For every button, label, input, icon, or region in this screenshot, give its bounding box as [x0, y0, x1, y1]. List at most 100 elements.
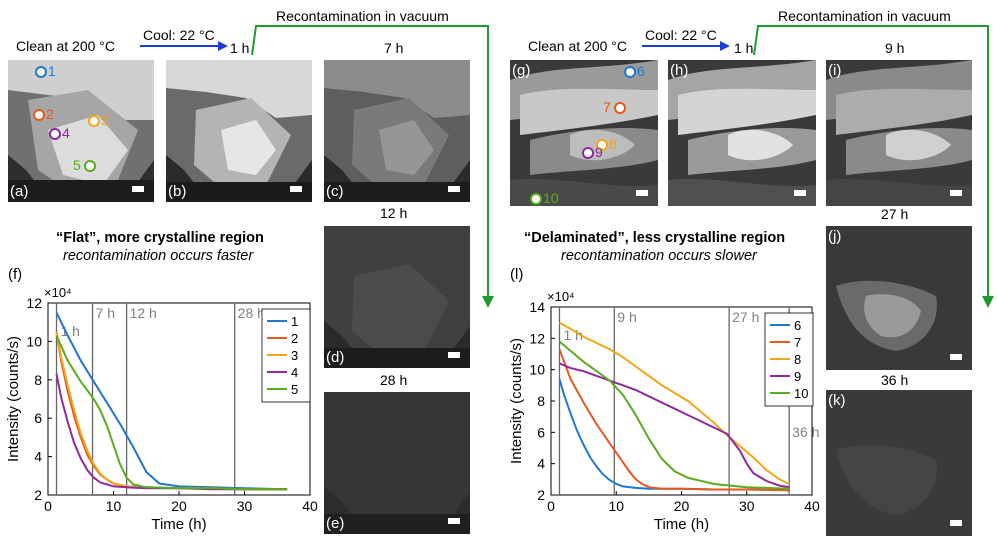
x-tick-label: 10 [106, 498, 122, 514]
scale-bar-j [950, 354, 962, 360]
sample-marker-7 [614, 102, 626, 114]
y-axis-label: Intensity (counts/s) [5, 336, 22, 462]
time-marker-label: 1 h [563, 327, 582, 343]
panel-label-g: (g) [512, 62, 531, 79]
time-label-c: 7 h [384, 40, 404, 56]
y-tick-label: 4 [537, 456, 545, 472]
time-label-k: 36 h [881, 372, 909, 388]
clean-label-left: Clean at 200 °C [16, 38, 115, 54]
y-axis-label: Intensity (counts/s) [508, 338, 525, 464]
panel-label-l: (l) [510, 266, 524, 283]
y-tick-label: 6 [537, 424, 545, 440]
sample-marker-4 [49, 128, 61, 140]
series-line-9 [559, 362, 790, 489]
series-line-5 [55, 335, 288, 491]
y-tick-label: 6 [34, 410, 42, 426]
sample-marker-label-4: 4 [62, 125, 70, 141]
x-tick-label: 20 [674, 498, 690, 514]
time-label-b: 1 h [230, 40, 250, 56]
panel-label-b: (b) [168, 183, 187, 200]
image-panel-b: (b) [166, 60, 312, 202]
sample-marker-label-8: 8 [609, 136, 617, 152]
time-marker-label: 28 h [238, 305, 265, 321]
sample-marker-8 [596, 139, 608, 151]
legend-label-5: 5 [291, 382, 298, 397]
time-label-e: 28 h [380, 372, 408, 388]
legend-label-9: 9 [794, 369, 801, 384]
panel-label-j: (j) [828, 228, 842, 245]
sample-marker-1 [35, 66, 47, 78]
x-tick-label: 20 [171, 498, 187, 514]
time-label-h: 1 h [734, 40, 754, 56]
y-tick-label: 12 [26, 295, 42, 311]
y-tick-label: 12 [529, 330, 545, 346]
recont-arrow-right [753, 25, 994, 308]
scale-bar-g [636, 190, 648, 196]
image-panel-h: (h) [668, 60, 816, 206]
x-axis-label: Time (h) [654, 516, 709, 533]
time-marker-label: 7 h [96, 305, 115, 321]
series-line-1 [55, 312, 288, 491]
sample-marker-label-5: 5 [73, 157, 81, 173]
series-line-2 [55, 331, 288, 491]
scale-bar-k [950, 520, 962, 526]
scale-bar-h [794, 190, 806, 196]
time-label-j: 27 h [881, 206, 909, 222]
scale-bar-i [950, 190, 962, 196]
image-panel-j: (j) [826, 226, 972, 370]
series-line-8 [559, 321, 790, 485]
legend-label-4: 4 [291, 365, 298, 380]
sample-marker-2 [33, 109, 45, 121]
sample-marker-label-10: 10 [543, 190, 559, 206]
legend-label-3: 3 [291, 348, 298, 363]
cool-arrow-left [140, 41, 228, 51]
time-label-d: 12 h [380, 205, 408, 221]
panel-label-h: (h) [670, 62, 689, 79]
legend-label-8: 8 [794, 352, 801, 367]
x-axis-label: Time (h) [151, 516, 206, 533]
scale-bar-b [290, 186, 302, 192]
time-marker-label: 27 h [732, 309, 759, 325]
series-line-3 [55, 331, 288, 491]
series-line-7 [558, 348, 790, 492]
panel-label-i: (i) [828, 62, 842, 79]
legend-label-2: 2 [291, 331, 298, 346]
image-panel-g: (g) [510, 60, 658, 206]
scale-bar-c [448, 186, 460, 192]
x-tick-label: 10 [608, 498, 624, 514]
y-multiplier: ×10⁴ [547, 289, 575, 304]
panel-label-d: (d) [326, 349, 345, 366]
y-tick-label: 14 [529, 299, 545, 315]
sample-marker-9 [582, 147, 594, 159]
series-line-4 [55, 373, 288, 491]
y-tick-label: 4 [34, 449, 42, 465]
recont-label-left: Recontamination in vacuum [276, 8, 449, 24]
cool-label-right: Cool: 22 °C [645, 27, 717, 43]
sample-marker-6 [624, 66, 636, 78]
sample-marker-5 [84, 160, 96, 172]
y-tick-label: 8 [34, 372, 42, 388]
clean-label-right: Clean at 200 °C [528, 38, 627, 54]
recont-arrow-left [251, 25, 494, 308]
region-title-right: “Delaminated”, less crystalline region [524, 230, 786, 246]
series-line-10 [558, 340, 790, 490]
image-panel-d: (d) [324, 226, 470, 368]
region-subtitle-left: recontamination occurs faster [63, 248, 254, 264]
cool-arrow-right [642, 41, 730, 51]
x-tick-label: 30 [237, 498, 253, 514]
legend-label-6: 6 [794, 318, 801, 333]
time-marker-label: 9 h [617, 309, 636, 325]
panel-label-k: (k) [828, 392, 846, 409]
time-marker-label: 36 h [792, 424, 819, 440]
image-panel-e: (e) [324, 392, 470, 534]
y-tick-label: 2 [537, 487, 545, 503]
intensity-chart-l: 0 10 20 30 40 2 4 6 8 10 12 14×10⁴ Time (h) Intensity… [508, 289, 820, 533]
legend-label-7: 7 [794, 335, 801, 350]
x-tick-label: 0 [547, 498, 555, 514]
sample-marker-3 [88, 115, 100, 127]
sample-marker-label-3: 3 [101, 112, 109, 128]
sample-marker-label-7: 7 [603, 99, 611, 115]
scale-bar-a [132, 186, 144, 192]
y-tick-label: 10 [529, 362, 545, 378]
